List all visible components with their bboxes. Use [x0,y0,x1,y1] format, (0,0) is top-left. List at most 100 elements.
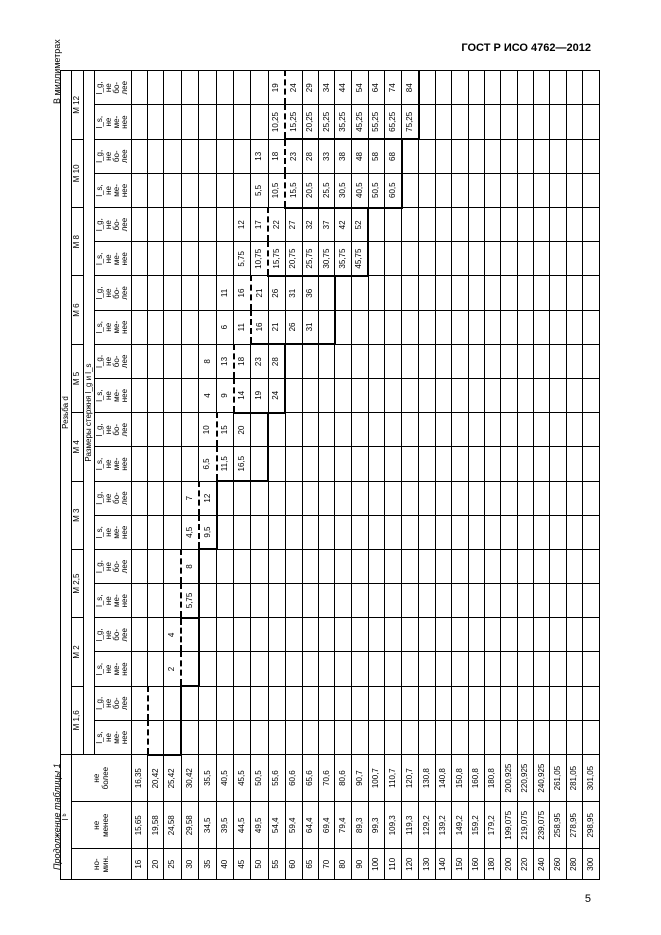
cell-data: 12 [234,208,251,242]
cell-data [501,139,517,173]
cell-data [402,515,419,549]
cell-data [319,378,335,412]
cell-data [148,378,164,412]
cell-data [351,549,368,583]
cell-data [501,208,517,242]
cell-data [484,105,500,139]
cell-data [199,173,217,207]
cell-data [368,276,384,310]
cell-data [251,413,268,447]
cell-data [181,720,199,754]
cell-data [131,413,147,447]
cell-data [550,447,566,481]
cell-data [368,549,384,583]
cell-data [148,413,164,447]
cell-data [385,549,402,583]
cell-data [583,344,600,378]
cell-data: 11,5 [217,447,234,481]
cell-data [319,686,335,720]
th-ls-3: l_s,неме-нее [95,515,132,549]
cell-data [285,378,302,412]
cell-data [468,105,484,139]
th-nom: но-мин. [72,849,131,880]
cell-data [566,173,582,207]
cell-data [181,378,199,412]
cell-data [402,481,419,515]
cell-data: 21 [251,276,268,310]
cell-nom: 240 [534,849,550,880]
th-size-5: M 5 [72,344,83,412]
cell-data [351,344,368,378]
cell-data [452,686,468,720]
cell-data [335,652,351,686]
cell-data [484,686,500,720]
cell-data: 4 [164,618,181,652]
cell-data [583,549,600,583]
cell-nom: 45 [234,849,251,880]
cell-data [468,208,484,242]
cell-data: 15,25 [285,105,302,139]
cell-data [251,652,268,686]
cell-data [419,378,435,412]
cell-data [217,71,234,105]
cell-data: 13 [251,139,268,173]
cell-data [435,515,451,549]
cell-data [234,105,251,139]
th-nominal: l ᵇ [61,755,72,880]
cell-max: 60,6 [285,755,302,802]
cell-data [268,481,285,515]
cell-data [419,584,435,618]
cell-data [402,549,419,583]
cell-nom: 140 [435,849,451,880]
cell-data [164,310,181,344]
cell-data: 68 [385,139,402,173]
cell-data [484,618,500,652]
cell-data [131,173,147,207]
cell-data [268,447,285,481]
cell-data [452,652,468,686]
cell-data [501,584,517,618]
cell-min: 19,58 [148,802,164,849]
th-lg-1: l_g,небо-лее [95,618,132,652]
cell-data [234,71,251,105]
cell-nom: 90 [351,849,368,880]
cell-data [164,584,181,618]
cell-data [550,652,566,686]
cell-data: 24 [285,71,302,105]
cell-data [402,413,419,447]
cell-data [335,481,351,515]
cell-data: 2 [164,652,181,686]
cell-data: 7 [181,481,199,515]
cell-data [385,378,402,412]
cell-data [419,71,435,105]
cell-data [484,515,500,549]
cell-data [302,344,318,378]
cell-data: 25,25 [319,105,335,139]
cell-data: 24 [268,378,285,412]
cell-min: 79,4 [335,802,351,849]
cell-data [368,618,384,652]
cell-max: 180,8 [484,755,500,802]
cell-data [131,242,147,276]
cell-data [402,208,419,242]
cell-data [148,447,164,481]
cell-data: 10,75 [251,242,268,276]
th-lg-6: l_g,небо-лее [95,276,132,310]
cell-data [181,242,199,276]
cell-data [335,276,351,310]
cell-data [501,686,517,720]
dimensions-table: l ᵇРезьба dно-мин.неменеенеболееM 1,6M 2… [60,70,600,880]
cell-data [181,447,199,481]
cell-data [517,310,533,344]
cell-data [131,481,147,515]
cell-max: 70,6 [319,755,335,802]
cell-data: 13 [217,344,234,378]
cell-data [385,242,402,276]
cell-data [234,720,251,754]
cell-data [402,139,419,173]
cell-data [181,618,199,652]
cell-data [131,686,147,720]
cell-data [501,71,517,105]
cell-min: 44,5 [234,802,251,849]
cell-data [484,344,500,378]
